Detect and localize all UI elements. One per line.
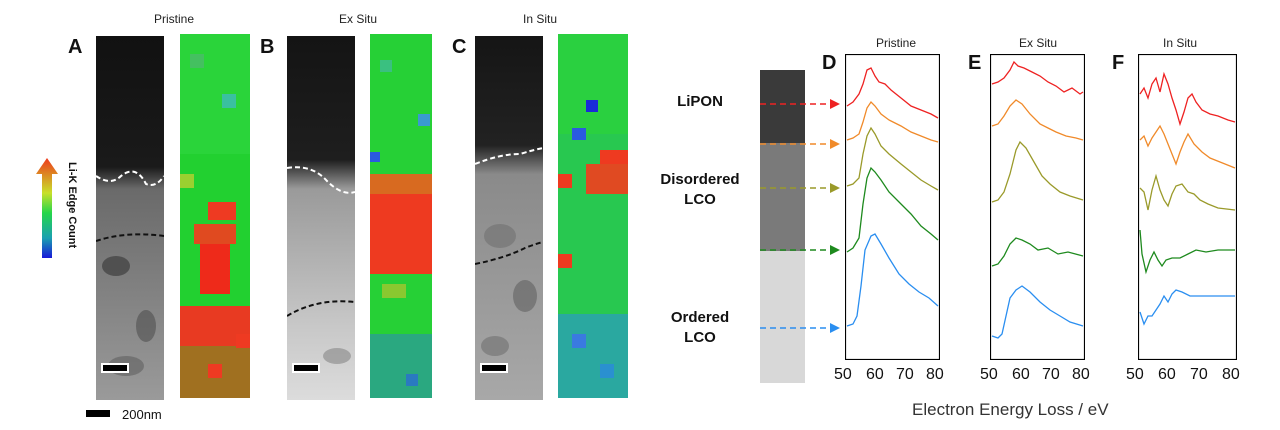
eels-plot-pristine	[845, 54, 940, 360]
eels-plot-ex-situ	[990, 54, 1085, 360]
tem-image-in-situ	[475, 36, 543, 400]
panel-letter-e: E	[968, 52, 982, 74]
colorbar-label: Li-K Edge Count	[66, 162, 78, 249]
tick-e-50: 50	[980, 366, 998, 383]
tick-e-80: 80	[1072, 366, 1090, 383]
tick-d-70: 70	[896, 366, 914, 383]
scalebar	[86, 410, 110, 417]
tick-e-70: 70	[1042, 366, 1060, 383]
tick-f-70: 70	[1190, 366, 1208, 383]
x-axis-title: Electron Energy Loss / eV	[912, 400, 1109, 419]
scalebar-label: 200nm	[122, 407, 162, 422]
tick-d-50: 50	[834, 366, 852, 383]
tem-image-ex-situ	[287, 36, 355, 400]
panel-letter-f: F	[1112, 52, 1125, 74]
panel-title-e: Ex Situ	[1018, 36, 1057, 50]
eels-plot-in-situ	[1138, 54, 1237, 360]
panel-title-b: Ex Situ	[338, 12, 377, 26]
panel-letter-a: A	[68, 36, 83, 58]
panel-title-c: In Situ	[522, 12, 558, 26]
panel-title-f: In Situ	[1162, 36, 1198, 50]
layer-lipon-block	[760, 70, 805, 143]
layer-label-ordered: Ordered LCO	[670, 309, 730, 346]
panel-letter-c: C	[452, 36, 467, 58]
li-map-ex-situ	[370, 34, 432, 398]
position-markers	[760, 99, 840, 333]
panel-title-d: Pristine	[875, 36, 916, 50]
tick-f-50: 50	[1126, 366, 1144, 383]
layer-ordered-block	[760, 251, 805, 383]
li-map-pristine	[180, 34, 250, 398]
colorbar-arrow	[36, 158, 58, 258]
li-map-in-situ	[558, 34, 628, 398]
tick-d-60: 60	[866, 366, 884, 383]
layer-label-lipon: LiPON	[677, 93, 723, 110]
tem-image-pristine	[96, 36, 164, 400]
tick-e-60: 60	[1012, 366, 1030, 383]
tick-f-60: 60	[1158, 366, 1176, 383]
panel-title-a: Pristine	[153, 12, 194, 26]
layer-disordered-block	[760, 143, 805, 251]
panel-letter-b: B	[260, 36, 275, 58]
tick-f-80: 80	[1222, 366, 1240, 383]
tick-d-80: 80	[926, 366, 944, 383]
panel-letter-d: D	[822, 52, 837, 74]
layer-label-disordered: Disordered LCO	[660, 171, 740, 208]
